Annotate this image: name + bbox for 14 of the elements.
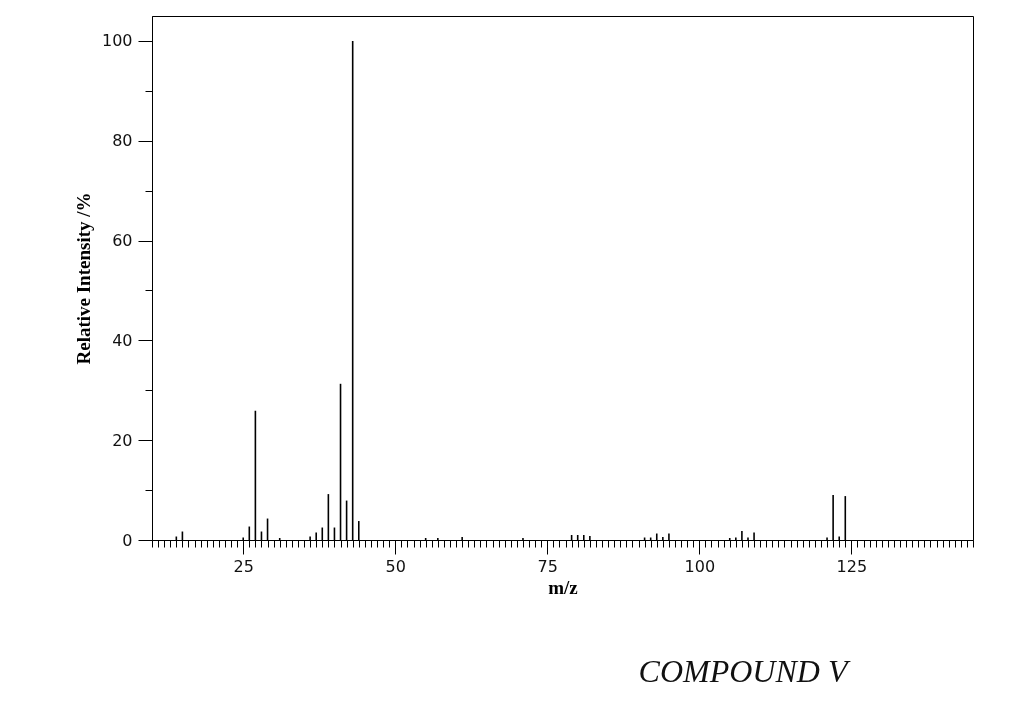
text: COMPOUND V <box>638 653 851 689</box>
x-tick-label: 25 <box>233 556 254 576</box>
y-tick-label: 20 <box>112 430 133 450</box>
y-tick-label: 60 <box>112 231 133 251</box>
y-tick-label: 40 <box>112 330 133 350</box>
x-tick-label: 50 <box>385 556 406 576</box>
x-axis-title: m/z <box>548 576 579 598</box>
y-axis-title: Relative Intensity /% <box>72 192 94 365</box>
y-tick-label: 80 <box>112 131 133 151</box>
x-tick-label: 100 <box>684 556 716 576</box>
y-tick-label: 100 <box>101 31 133 51</box>
x-tick-label: 75 <box>537 556 558 576</box>
y-tick-label: 0 <box>122 530 133 550</box>
x-tick-label: 125 <box>836 556 868 576</box>
